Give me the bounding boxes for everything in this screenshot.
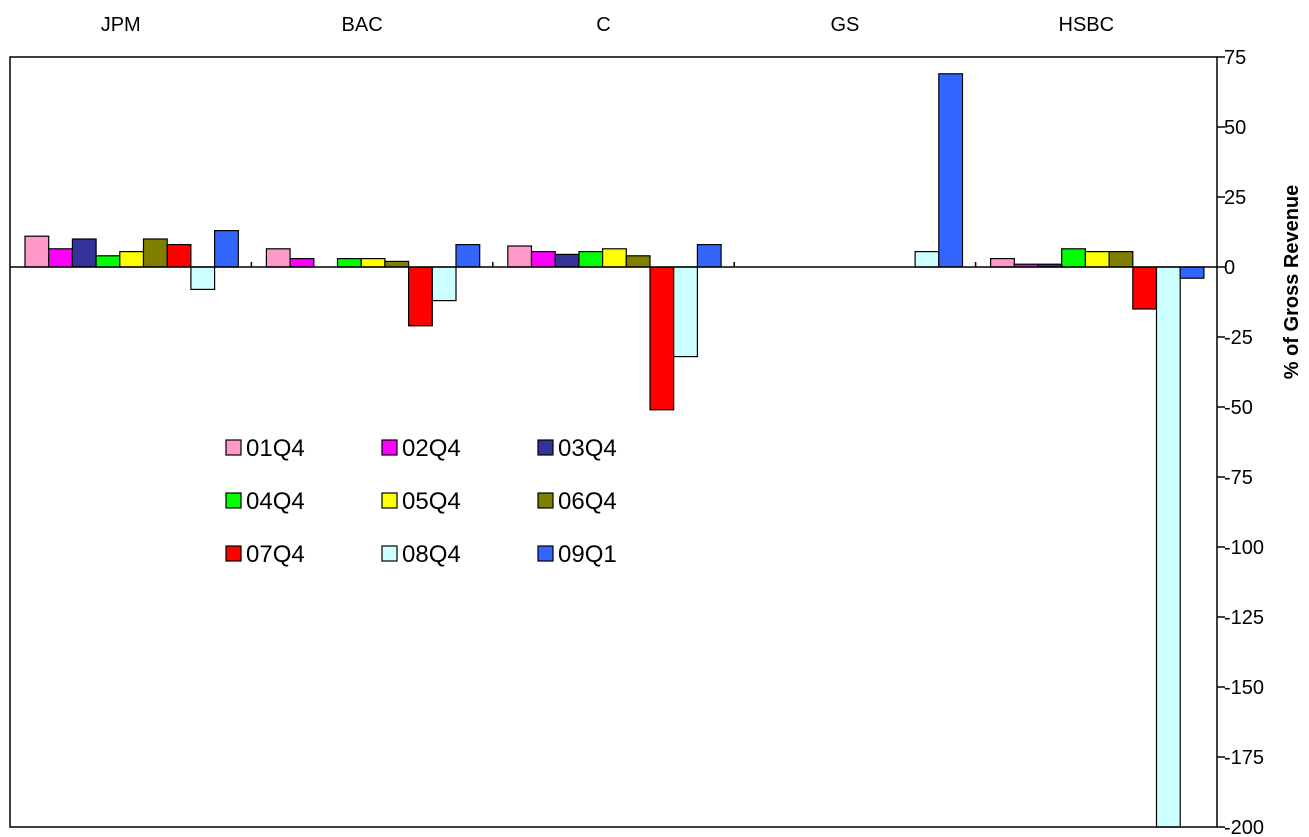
bar-jpm-03q4 (71, 238, 97, 268)
legend-label-03q4: 03Q4 (558, 435, 617, 462)
legend-label-06q4: 06Q4 (558, 488, 617, 515)
bar-hsbc-08q4 (1155, 266, 1181, 828)
legend-label-05q4: 05Q4 (402, 488, 461, 515)
category-label-bac: BAC (342, 14, 383, 36)
bar-c-06q4 (625, 255, 651, 268)
category-label-gs: GS (830, 14, 859, 36)
bar-jpm-04q4 (95, 255, 121, 268)
y-tick-label: -50 (1224, 397, 1253, 419)
legend-label-07q4: 07Q4 (246, 541, 305, 568)
bar-jpm-07q4 (166, 244, 192, 268)
bar-jpm-01q4 (24, 235, 50, 268)
legend-swatch-03q4 (537, 439, 554, 456)
legend-swatch-08q4 (381, 545, 398, 562)
legend-swatch-01q4 (225, 439, 242, 456)
bar-hsbc-09q1 (1179, 266, 1205, 279)
y-tick-label: 0 (1224, 257, 1235, 279)
y-axis-ticks: 75 50 25 0 -25 -50 -75 -100 -125 -150 -175 -200 (1217, 47, 1264, 837)
plot-area-frame (9, 56, 1218, 828)
bar-bac-02q4 (289, 258, 315, 268)
bar-c-03q4 (554, 253, 580, 268)
bar-bac-09q1 (455, 244, 481, 268)
y-axis-title: % of Gross Revenue (1281, 185, 1303, 380)
legend-swatch-02q4 (381, 439, 398, 456)
bar-jpm-02q4 (48, 248, 74, 268)
legend-label-04q4: 04Q4 (246, 488, 305, 515)
bar-bac-05q4 (360, 258, 386, 268)
y-tick-label: -100 (1224, 537, 1264, 559)
y-tick-label: 75 (1224, 47, 1246, 69)
bar-c-02q4 (530, 251, 556, 268)
legend-swatch-07q4 (225, 545, 242, 562)
legend-label-02q4: 02Q4 (402, 435, 461, 462)
bar-jpm-06q4 (142, 238, 168, 268)
bar-gs-08q4 (914, 251, 940, 268)
bar-hsbc-05q4 (1084, 251, 1110, 268)
legend-label-09q1: 09Q1 (558, 541, 617, 568)
y-tick-label: -75 (1224, 467, 1253, 489)
bar-hsbc-04q4 (1061, 248, 1086, 268)
y-tick-label: -150 (1224, 677, 1264, 699)
category-label-jpm: JPM (101, 14, 141, 36)
legend-label-08q4: 08Q4 (402, 541, 461, 568)
y-tick-label: 50 (1224, 117, 1246, 139)
bar-bac-07q4 (408, 266, 433, 327)
bar-hsbc-07q4 (1132, 266, 1158, 310)
bar-hsbc-06q4 (1108, 251, 1134, 268)
y-tick-label: -175 (1224, 747, 1264, 769)
bar-jpm-05q4 (119, 251, 145, 268)
legend-swatch-06q4 (537, 492, 554, 509)
bar-c-04q4 (578, 251, 604, 268)
y-tick-label: -200 (1224, 817, 1264, 837)
y-tick-label: -25 (1224, 327, 1253, 349)
bar-bac-08q4 (431, 266, 457, 302)
bar-bac-04q4 (336, 258, 362, 268)
bar-c-01q4 (507, 245, 533, 268)
bar-c-05q4 (601, 248, 627, 268)
legend-swatch-04q4 (225, 492, 242, 509)
bar-c-09q1 (696, 244, 722, 268)
category-labels: JPM BAC C GS HSBC (101, 14, 1114, 36)
bar-c-08q4 (673, 266, 699, 358)
bar-gs-09q1 (938, 73, 964, 268)
zero-axis-group (10, 262, 1217, 268)
legend-swatch-09q1 (537, 545, 554, 562)
category-label-hsbc: HSBC (1059, 14, 1115, 36)
legend-swatch-05q4 (381, 492, 398, 509)
bar-c-07q4 (649, 266, 675, 411)
y-tick-label: -125 (1224, 607, 1264, 629)
bar-jpm-08q4 (190, 266, 216, 290)
y-tick-label: 25 (1224, 187, 1246, 209)
bar-bac-06q4 (384, 260, 410, 268)
legend-label-01q4: 01Q4 (246, 435, 305, 462)
bar-hsbc-01q4 (989, 258, 1015, 268)
category-label-c: C (596, 14, 610, 36)
legend: 01Q4 02Q4 03Q4 04Q4 05Q4 06Q4 07Q4 08Q4 09Q1 (225, 435, 617, 568)
bar-bac-01q4 (265, 248, 291, 268)
bar-jpm-09q1 (214, 230, 239, 268)
